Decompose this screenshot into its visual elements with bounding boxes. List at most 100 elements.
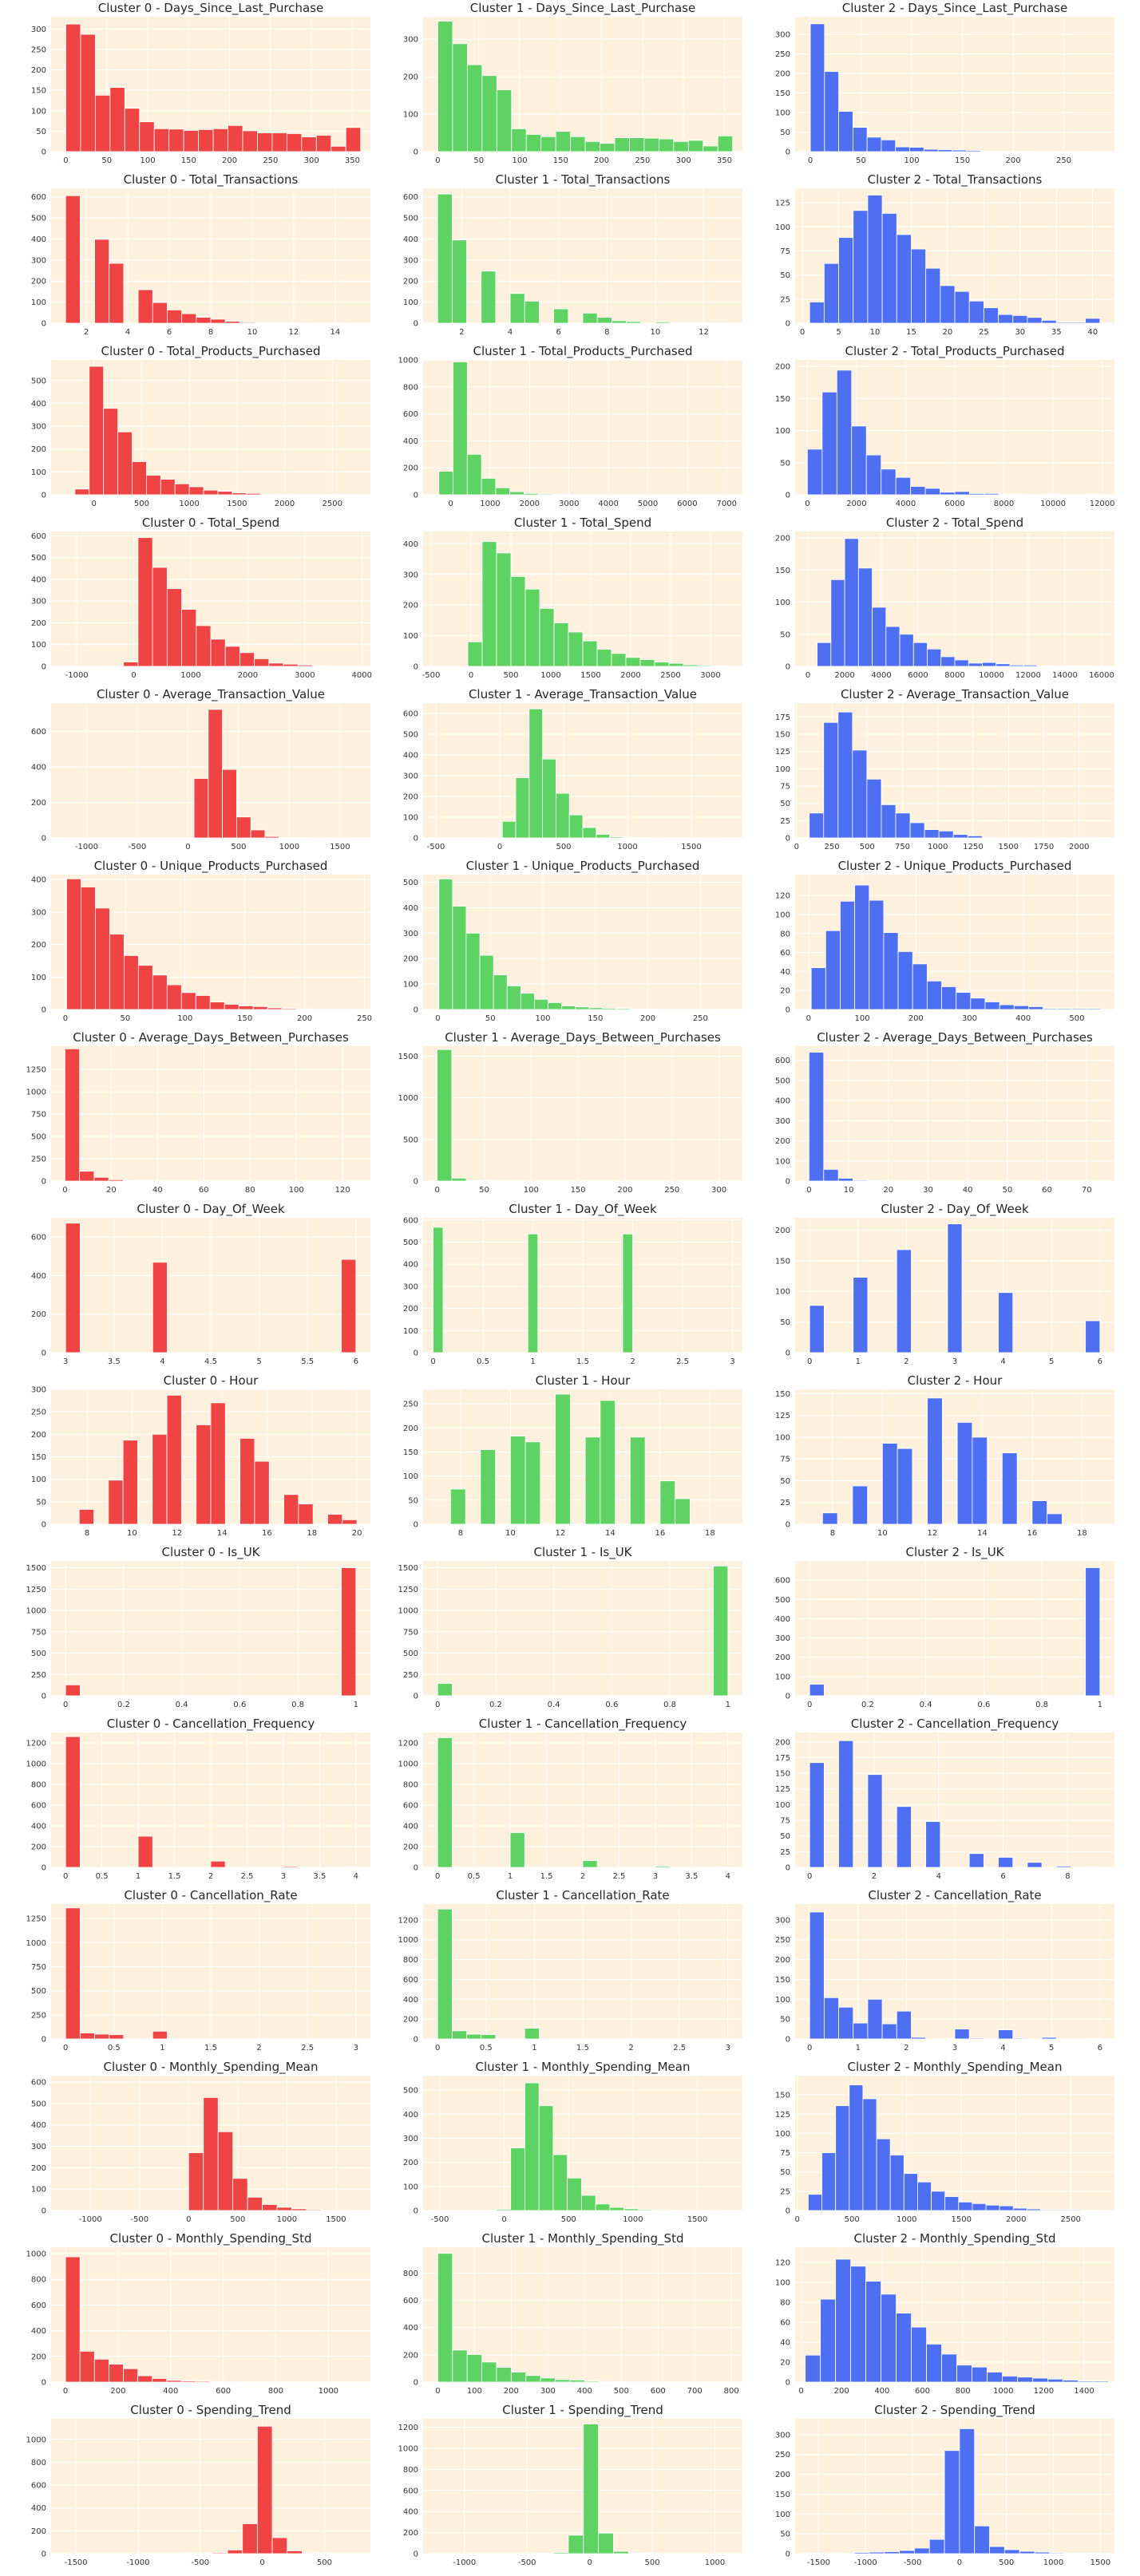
histogram-bar (437, 1683, 453, 1697)
histogram-bar (575, 1006, 590, 1010)
y-tick-label: 100 (775, 1673, 790, 1681)
y-tick-label: 600 (775, 1057, 790, 1065)
histogram-bar (824, 71, 840, 152)
y-tick-label: 250 (775, 50, 790, 59)
y-tick-label: 300 (775, 1916, 790, 1925)
histogram-bar (181, 313, 197, 324)
y-tick-label: 1000 (26, 1760, 46, 1769)
histogram-bar (885, 626, 901, 667)
y-tick-label: 200 (31, 619, 46, 628)
y-tick-label: 0 (786, 492, 790, 500)
y-tick-label: 400 (31, 400, 46, 409)
histogram-bar (1071, 322, 1087, 324)
x-tick-label: 5 (836, 328, 841, 337)
histogram-bar (836, 369, 853, 496)
x-tick-label: 8 (208, 328, 213, 337)
histogram-bar (972, 2366, 988, 2383)
histogram-bar (173, 2210, 189, 2211)
x-tick-label: 15 (906, 328, 916, 337)
y-tick-label: 300 (775, 1117, 790, 1126)
histogram-bar (509, 491, 524, 496)
histogram-bar (668, 662, 684, 667)
x-tick-label: 0 (469, 671, 473, 680)
histogram-bar (570, 136, 586, 152)
histogram-bar (297, 664, 313, 667)
y-tick-label: 0 (414, 1521, 418, 1530)
histogram-bar (954, 2029, 970, 2040)
x-tick-label: 2.5 (673, 2044, 686, 2053)
histogram-bar (496, 552, 512, 667)
x-tick-label: -500 (129, 843, 147, 851)
histogram-bar (195, 995, 211, 1010)
histogram-bar (954, 491, 970, 496)
x-tick-label: 1 (856, 2044, 861, 2053)
chart-title: Cluster 2 - Total_Transactions (868, 172, 1043, 188)
histogram-bar (1083, 836, 1098, 839)
y-tick-label: 600 (775, 1577, 790, 1586)
histogram-bar (496, 2367, 512, 2383)
histogram-bar (1027, 2208, 1041, 2211)
y-tick-label: 50 (780, 459, 790, 468)
y-tick-label: 50 (780, 1832, 790, 1841)
histogram-bar (625, 657, 641, 667)
y-tick-label: 300 (31, 26, 46, 34)
histogram-bar (553, 308, 569, 324)
histogram-bar (209, 2380, 225, 2383)
histogram-bar (1013, 493, 1029, 496)
y-tick-label: 80 (780, 2298, 790, 2307)
histogram-bar (881, 2023, 897, 2040)
x-tick-label: 500 (561, 2215, 576, 2224)
x-tick-label: 150 (181, 156, 196, 165)
histogram-bar (967, 836, 983, 839)
histogram-bar (451, 2030, 467, 2040)
chart-title: Cluster 2 - Is_UK (905, 1545, 1004, 1560)
y-tick-label: 150 (775, 1976, 790, 1985)
x-tick-label: 0 (795, 2215, 800, 2224)
x-tick-label: 2000 (1069, 843, 1089, 851)
x-tick-label: 1.5 (576, 1357, 589, 1366)
histogram-bar (952, 149, 968, 152)
x-tick-label: 2000 (1006, 2215, 1026, 2224)
histogram-bar (713, 1566, 729, 1697)
x-tick-label: 0 (807, 2044, 812, 2053)
chart-title: Cluster 0 - Cancellation_Rate (124, 1888, 297, 1903)
y-tick-label: 0 (414, 1864, 418, 1873)
histogram-bar (168, 128, 184, 152)
x-tick-label: 10 (870, 328, 881, 337)
histogram-bar (952, 834, 968, 839)
histogram-bar (926, 2344, 942, 2383)
histogram-bar (65, 1736, 81, 1868)
histogram-bar (95, 907, 110, 1010)
x-tick-label: 2.5 (301, 2044, 314, 2053)
histogram-bar (196, 1424, 212, 1525)
x-tick-label: 500 (556, 843, 571, 851)
histogram-bar (881, 1443, 898, 1525)
histogram-bar (271, 2537, 288, 2554)
x-tick-label: 200 (834, 2387, 849, 2396)
x-tick-label: 1000 (179, 500, 199, 508)
y-tick-label: 200 (403, 1843, 418, 1852)
histogram-bar (495, 487, 511, 496)
histogram-bar (1054, 2209, 1069, 2211)
y-tick-label: 400 (31, 2327, 46, 2336)
histogram-bar (552, 494, 568, 496)
y-tick-label: 0 (786, 1693, 790, 1701)
histogram-bar (166, 1394, 182, 1525)
histogram-bar (862, 2098, 877, 2211)
y-tick-label: 100 (31, 974, 46, 982)
histogram-bar (123, 1179, 139, 1182)
y-tick-label: 0 (414, 2036, 418, 2045)
y-tick-label: 0 (786, 663, 790, 672)
histogram-bar (613, 2550, 629, 2554)
x-tick-label: 500 (645, 2558, 660, 2567)
y-tick-label: 0 (42, 835, 46, 844)
x-tick-label: 10000 (979, 671, 1004, 680)
histogram-bar (1012, 314, 1028, 324)
histogram-bar (1067, 2209, 1083, 2211)
y-tick-label: 300 (403, 36, 418, 45)
histogram-bar (232, 492, 247, 496)
histogram-bar (124, 108, 141, 152)
x-tick-label: 0 (63, 1872, 68, 1881)
histogram-bar (987, 2372, 1003, 2383)
histogram-bar (809, 1911, 825, 2040)
